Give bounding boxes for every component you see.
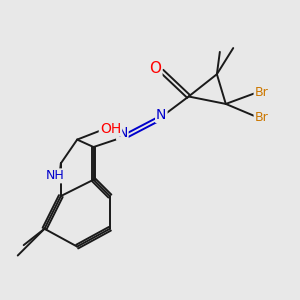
Text: NH: NH [46, 169, 65, 182]
Text: N: N [117, 126, 128, 140]
Text: O: O [149, 61, 161, 76]
Text: N: N [156, 108, 166, 122]
Text: Br: Br [255, 111, 268, 124]
Text: Br: Br [255, 85, 268, 98]
Text: OH: OH [100, 122, 121, 136]
